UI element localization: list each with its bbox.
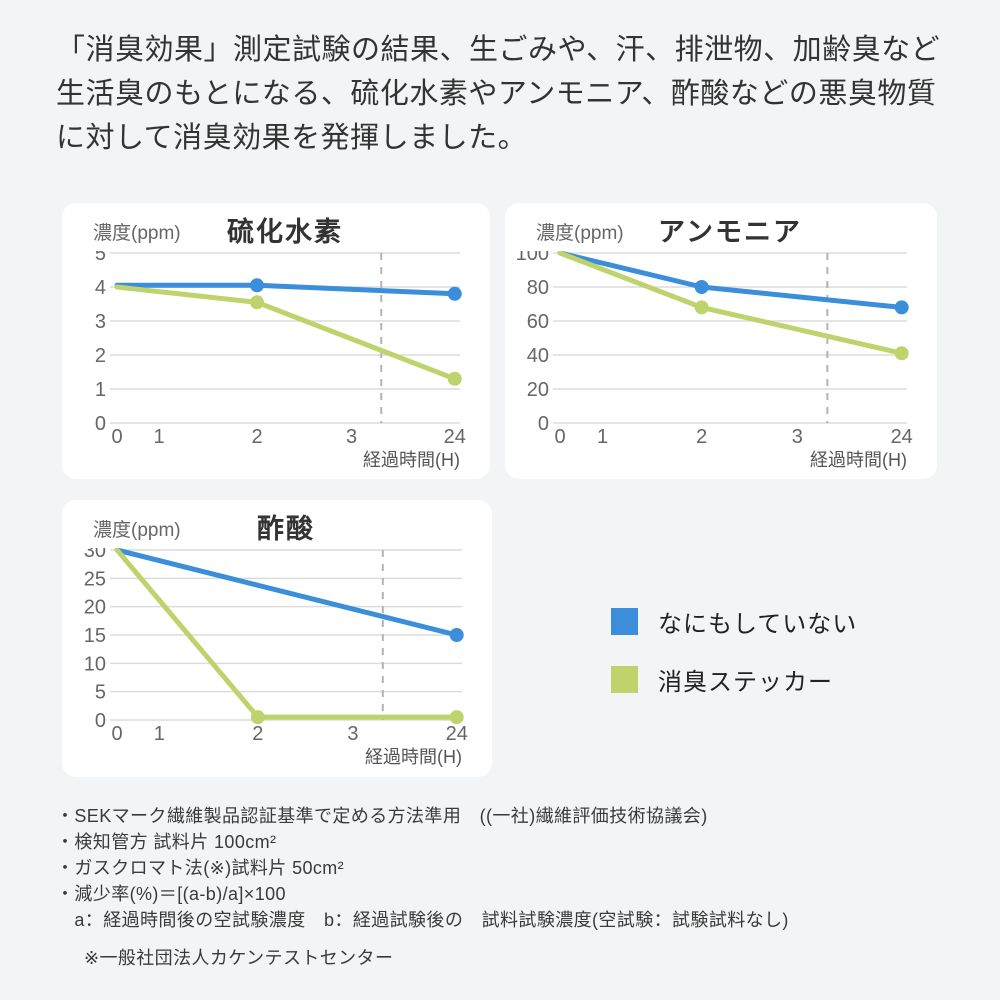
ammonia-chart: 100 80 60 40 20 0 0 1 2 3 24 経過時間(H): [505, 243, 937, 478]
legend: なにもしていない 消臭ステッカー: [611, 604, 857, 720]
svg-text:5: 5: [95, 682, 106, 704]
ammonia-chart-title: アンモニア: [658, 217, 802, 247]
svg-text:3: 3: [346, 426, 357, 448]
svg-text:2: 2: [252, 723, 263, 745]
svg-text:20: 20: [84, 597, 106, 619]
svg-text:24: 24: [891, 426, 913, 448]
svg-text:25: 25: [84, 568, 106, 590]
svg-text:2: 2: [251, 426, 262, 448]
svg-text:5: 5: [95, 251, 106, 265]
concentration-unit-label: 濃度(ppm): [536, 223, 624, 244]
svg-text:4: 4: [95, 277, 106, 299]
legend-label-untreated: なにもしていない: [658, 611, 858, 638]
note-line: ・ガスクロマト法(※)試料片 50cm²: [56, 858, 345, 878]
test-center-footnote: ※一般社団法人カケンテストセンター: [84, 948, 394, 968]
svg-text:0: 0: [111, 426, 122, 448]
svg-text:30: 30: [84, 548, 106, 562]
legend-label-deodorizing-sticker: 消臭ステッカー: [658, 669, 833, 696]
svg-text:2: 2: [95, 345, 106, 367]
legend-item-untreated: なにもしていない: [611, 604, 857, 639]
intro-text: 「消臭効果」測定試験の結果、生ごみや、汗、排泄物、加齢臭など生活臭のもとになる、…: [56, 34, 941, 154]
svg-text:0: 0: [555, 426, 566, 448]
hydrogen-sulfide-chart: 5 4 3 2 1 0 0 1 2 3 24 経過時間(H): [62, 243, 490, 478]
svg-text:1: 1: [597, 426, 608, 448]
svg-text:経過時間(H): 経過時間(H): [365, 747, 462, 767]
test-method-notes: ・SEKマーク繊維製品認証基準で定める方法準用 ((一社)繊維評価技術協議会) …: [56, 803, 956, 933]
svg-text:1: 1: [95, 379, 106, 401]
acetic-acid-chart-title: 酢酸: [257, 514, 315, 544]
svg-text:24: 24: [446, 723, 468, 745]
chart-header: 濃度(ppm) 硫化水素: [62, 203, 490, 251]
acetic-acid-chart-card: 濃度(ppm) 酢酸 30 25 20 15 10 5 0 0 1 2 3 24 経過時間(H): [62, 500, 492, 777]
svg-text:100: 100: [516, 251, 549, 265]
svg-text:3: 3: [95, 311, 106, 333]
svg-text:24: 24: [444, 426, 466, 448]
svg-text:2: 2: [696, 426, 707, 448]
svg-text:経過時間(H): 経過時間(H): [363, 450, 460, 470]
svg-text:20: 20: [527, 379, 549, 401]
svg-text:0: 0: [111, 723, 122, 745]
legend-swatch-blue: [611, 608, 638, 635]
svg-text:経過時間(H): 経過時間(H): [810, 450, 907, 470]
ammonia-chart-card: 濃度(ppm) アンモニア 100 80 60 40 20 0 0 1 2 3 24 経過時間(H): [505, 203, 937, 479]
concentration-unit-label: 濃度(ppm): [93, 223, 181, 244]
legend-swatch-green: [611, 666, 638, 693]
acetic-acid-chart: 30 25 20 15 10 5 0 0 1 2 3 24 経過時間(H): [62, 540, 492, 775]
note-line: ・SEKマーク繊維製品認証基準で定める方法準用 ((一社)繊維評価技術協議会): [56, 806, 708, 826]
svg-text:1: 1: [153, 426, 164, 448]
hydrogen-sulfide-chart-title: 硫化水素: [227, 217, 343, 247]
svg-text:0: 0: [538, 413, 549, 435]
svg-text:3: 3: [792, 426, 803, 448]
note-line: ・減少率(%)＝[(a-b)/a]×100: [56, 884, 286, 904]
svg-text:0: 0: [95, 413, 106, 435]
svg-text:40: 40: [527, 345, 549, 367]
svg-text:15: 15: [84, 625, 106, 647]
legend-item-deodorizing-sticker: 消臭ステッカー: [611, 662, 857, 697]
hydrogen-sulfide-chart-card: 濃度(ppm) 硫化水素 5 4 3 2 1 0 0 1 2 3 24 経過時間(H): [62, 203, 490, 479]
svg-text:80: 80: [527, 277, 549, 299]
svg-text:1: 1: [154, 723, 165, 745]
note-line: a：経過時間後の空試験濃度 b：経過試験後の 試料試験濃度(空試験：試験試料なし…: [56, 910, 789, 930]
svg-text:0: 0: [95, 710, 106, 732]
svg-text:10: 10: [84, 653, 106, 675]
concentration-unit-label: 濃度(ppm): [93, 520, 181, 541]
note-line: ・検知管方 試料片 100cm²: [56, 832, 277, 852]
chart-header: 濃度(ppm) アンモニア: [505, 203, 937, 251]
chart-header: 濃度(ppm) 酢酸: [62, 500, 492, 548]
svg-text:60: 60: [527, 311, 549, 333]
svg-text:3: 3: [347, 723, 358, 745]
